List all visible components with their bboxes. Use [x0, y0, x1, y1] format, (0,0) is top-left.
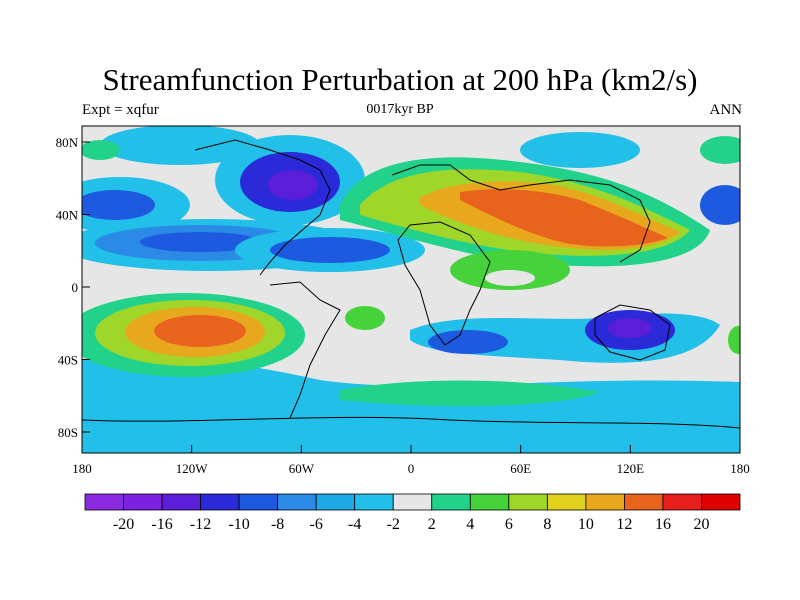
chart-subtitle: 0017kyr BP: [366, 102, 434, 117]
colorbar-swatch: [123, 493, 163, 511]
colorbar-swatch: [354, 493, 394, 511]
colorbar-label: -6: [310, 516, 323, 533]
lon-tick-label: 120E: [617, 461, 645, 476]
colorbar-swatch: [431, 493, 471, 511]
indian-ocean-grey: [485, 270, 535, 286]
colorbar-label: -4: [348, 516, 361, 533]
colorbar-label: 10: [578, 516, 594, 533]
colorbar-label: 8: [543, 516, 551, 533]
coastlines: [82, 139, 740, 429]
colorbar-swatch: [315, 493, 356, 511]
lon-tick-label: 60W: [289, 461, 315, 476]
colorbar-label: -2: [387, 516, 400, 533]
colorbar-label: 2: [428, 516, 436, 533]
subtropical-neg-band3: [140, 232, 260, 252]
chart-title: Streamfunction Perturbation at 200 hPa (…: [102, 62, 698, 97]
colorbar-label: 6: [505, 516, 513, 533]
lon-tick-label: 180: [72, 461, 92, 476]
atlantic-neg-band2: [270, 237, 390, 263]
south-indian-neg2: [428, 330, 508, 354]
east-edge-green: [728, 326, 740, 354]
colorbar-label: 16: [655, 516, 671, 533]
lon-tick-label: 120W: [176, 461, 209, 476]
colorbar-swatch: [277, 493, 317, 511]
colorbar-swatch: [392, 493, 433, 511]
colorbar-label: -8: [271, 516, 284, 533]
lat-tick-label: 40S: [58, 353, 78, 368]
colorbar-swatch: [84, 493, 124, 511]
colorbar-label: 20: [693, 516, 709, 533]
contour-field: [82, 126, 740, 453]
colorbar-swatch: [585, 493, 625, 511]
south-atlantic-green: [345, 306, 385, 330]
eurasia-red: [460, 189, 668, 247]
colorbar-swatch: [546, 493, 587, 511]
experiment-label: Expt = xqfur: [82, 102, 159, 118]
period-label: ANN: [709, 102, 743, 118]
lon-tick-label: 180: [730, 461, 750, 476]
lat-tick-label: 40N: [56, 208, 79, 223]
colorbar-swatch: [469, 493, 510, 511]
colorbar-label: -10: [228, 516, 249, 533]
longitude-ticks: 180 120W 60W 0 60E 120E 180: [72, 445, 750, 476]
colorbar-label: 12: [616, 516, 632, 533]
colorbar-swatch: [624, 493, 664, 511]
colorbar-swatch: [238, 493, 279, 511]
lat-tick-label: 0: [72, 280, 79, 295]
latitude-ticks: 80N 40N 0 40S 80S: [56, 135, 90, 440]
lon-tick-label: 0: [408, 461, 415, 476]
colorbar-swatch: [662, 493, 702, 511]
colorbar-swatch: [161, 493, 201, 511]
colorbar-swatch: [701, 493, 741, 511]
arctic-neg-right: [520, 132, 640, 168]
lat-tick-label: 80S: [58, 425, 78, 440]
north-pacific-green: [82, 140, 120, 160]
colorbar-label: 4: [466, 516, 474, 533]
north-america-neg3: [268, 170, 318, 200]
north-pacific-neg2: [82, 190, 155, 220]
east-edge-neg: [700, 185, 740, 225]
australia-neg2: [608, 318, 652, 338]
southern-band-green: [340, 380, 600, 407]
arctic-neg: [100, 126, 260, 165]
lon-tick-label: 60E: [510, 461, 531, 476]
colorbar-label: -12: [190, 516, 211, 533]
colorbar-swatch: [200, 493, 240, 511]
lat-tick-label: 80N: [56, 135, 79, 150]
south-pacific-red: [154, 315, 246, 347]
colorbar-label: -20: [113, 516, 134, 533]
colorbar: -20 -16 -12 -10 -8 -6 -4 -2 2 4 6 8 10 12 16 20: [84, 493, 741, 533]
far-east-green: [700, 136, 740, 164]
colorbar-swatch: [508, 493, 548, 511]
colorbar-label: -16: [151, 516, 172, 533]
